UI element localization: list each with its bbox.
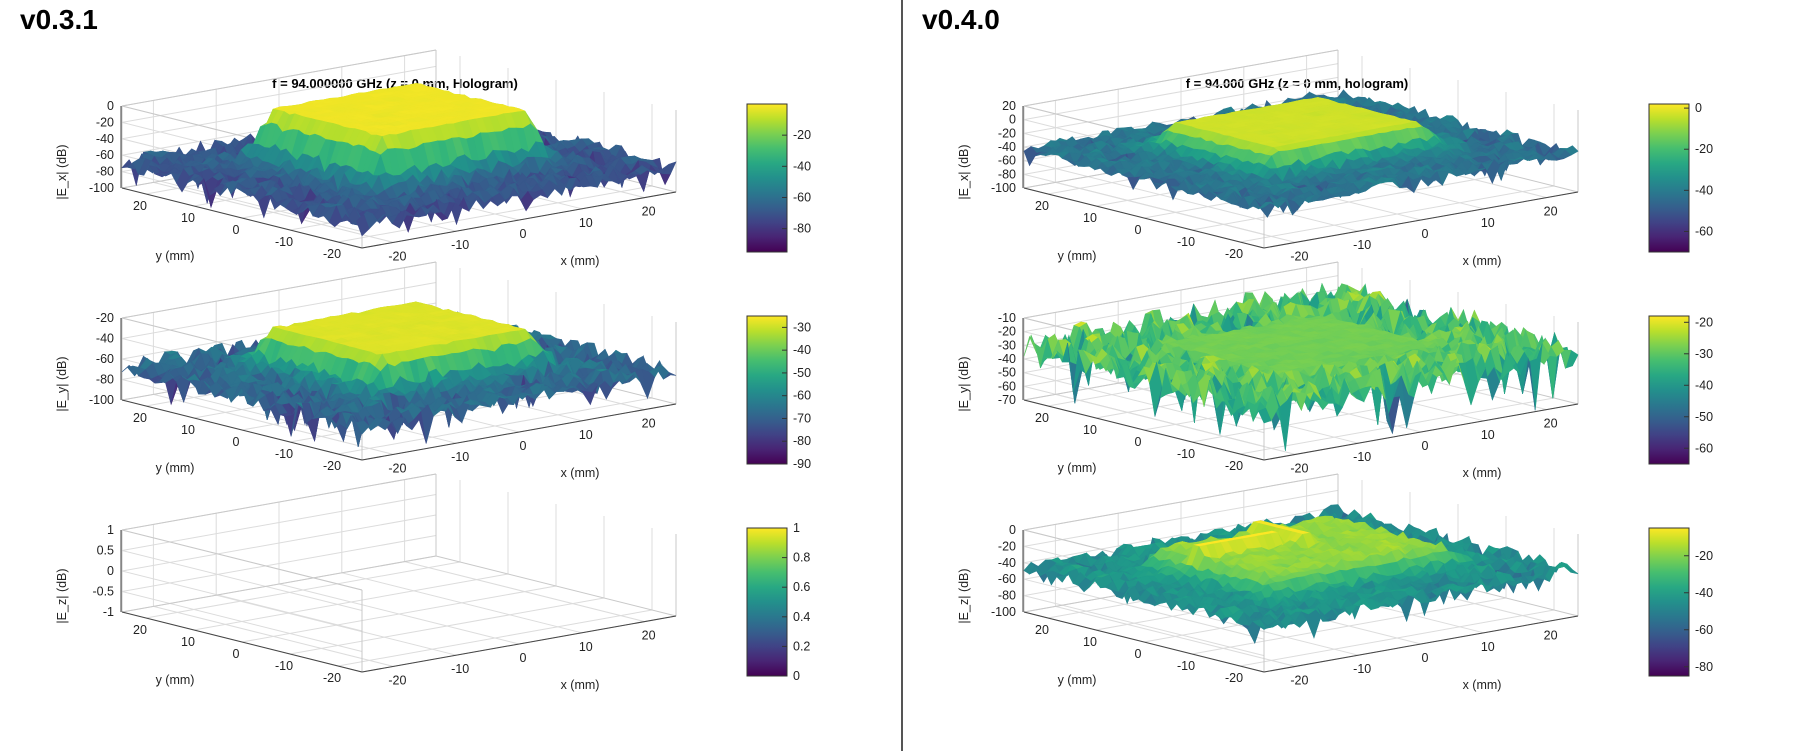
colorbar bbox=[746, 315, 788, 465]
z-tick-label: -100 bbox=[89, 393, 114, 407]
y-tick-label: -10 bbox=[275, 659, 293, 673]
x-tick-label: -20 bbox=[388, 249, 406, 263]
colorbar-tick-label: -20 bbox=[793, 128, 811, 142]
z-tick-label: -0.5 bbox=[92, 585, 114, 599]
figure-title-left: f = 94.000000 GHz (z = 0 mm, Hologram) bbox=[272, 76, 518, 91]
y-tick-label: -20 bbox=[323, 247, 341, 261]
colorbar-tick-label: -50 bbox=[793, 366, 811, 380]
z-tick-label: 0.5 bbox=[97, 544, 114, 558]
x-tick-label: -10 bbox=[451, 238, 469, 252]
z-tick-label: -80 bbox=[96, 165, 114, 179]
colorbar-tick-label: -90 bbox=[793, 457, 811, 471]
z-tick-label: -20 bbox=[96, 311, 114, 325]
colorbar-tick-label: -40 bbox=[793, 159, 811, 173]
y-axis-label: y (mm) bbox=[156, 249, 195, 263]
z-tick-label: 0 bbox=[107, 564, 114, 578]
z-tick-label: 1 bbox=[107, 523, 114, 537]
z-axis-label: |E_x| (dB) bbox=[55, 144, 69, 199]
y-tick-label: -10 bbox=[275, 447, 293, 461]
x-tick-label: -20 bbox=[388, 461, 406, 475]
colorbar-tick-label: -80 bbox=[793, 222, 811, 236]
figure-title-right: f = 94.000 GHz (z = 0 mm, hologram) bbox=[1185, 76, 1409, 91]
z-tick-label: -40 bbox=[96, 332, 114, 346]
z-tick-label: -1 bbox=[103, 605, 114, 619]
colorbar-tick-label: 0.2 bbox=[793, 639, 810, 653]
y-tick-label: 10 bbox=[181, 423, 195, 437]
y-tick-label: 10 bbox=[181, 211, 195, 225]
y-tick-label: 20 bbox=[133, 623, 147, 637]
y-tick-label: -20 bbox=[323, 459, 341, 473]
colorbar-tick-label: -70 bbox=[793, 411, 811, 425]
colorbar bbox=[746, 103, 788, 253]
x-tick-label: 0 bbox=[520, 227, 527, 241]
y-tick-label: 20 bbox=[133, 199, 147, 213]
x-axis-label: x (mm) bbox=[561, 466, 600, 480]
z-tick-label: 0 bbox=[107, 99, 114, 113]
y-tick-label: 0 bbox=[233, 435, 240, 449]
colorbar-tick-label: -60 bbox=[793, 190, 811, 204]
z-axis-label: |E_y| (dB) bbox=[55, 356, 69, 411]
colorbar-tick-label: -40 bbox=[793, 343, 811, 357]
x-tick-label: -10 bbox=[451, 450, 469, 464]
y-tick-label: 0 bbox=[233, 647, 240, 661]
x-tick-label: 10 bbox=[579, 640, 593, 654]
surface-mesh bbox=[1023, 89, 1579, 218]
x-tick-label: -20 bbox=[388, 673, 406, 687]
colorbar-tick-label: -80 bbox=[793, 434, 811, 448]
y-tick-label: -20 bbox=[323, 671, 341, 685]
grid-line bbox=[337, 609, 653, 667]
y-tick-label: 10 bbox=[181, 635, 195, 649]
z-tick-label: -60 bbox=[96, 148, 114, 162]
x-axis-label: x (mm) bbox=[561, 678, 600, 692]
y-tick-label: -10 bbox=[275, 235, 293, 249]
x-tick-label: 20 bbox=[642, 629, 656, 643]
version-label-right: v0.4.0 bbox=[922, 4, 1000, 35]
colorbar-tick-label: 0.6 bbox=[793, 580, 810, 594]
surface-mesh bbox=[121, 82, 677, 237]
x-tick-label: -10 bbox=[451, 662, 469, 676]
x-tick-label: 20 bbox=[642, 417, 656, 431]
y-tick-label: 0 bbox=[233, 223, 240, 237]
colorbar-tick-label: 1 bbox=[793, 521, 800, 535]
x-axis-label: x (mm) bbox=[561, 254, 600, 268]
axes-grid bbox=[121, 473, 677, 673]
y-axis-label: y (mm) bbox=[156, 673, 195, 687]
z-tick-label: -100 bbox=[89, 181, 114, 195]
z-tick-label: -60 bbox=[96, 352, 114, 366]
z-tick-label: -20 bbox=[96, 115, 114, 129]
panel-divider bbox=[901, 0, 903, 751]
y-tick-label: 20 bbox=[133, 411, 147, 425]
colorbar bbox=[746, 527, 788, 677]
colorbar-tick-label: 0 bbox=[793, 669, 800, 683]
colorbar-tick-label: -30 bbox=[793, 320, 811, 334]
z-tick-label: -80 bbox=[96, 373, 114, 387]
grid-line bbox=[337, 185, 653, 243]
z-axis-label: |E_z| (dB) bbox=[55, 568, 69, 623]
y-axis-line bbox=[121, 187, 363, 249]
y-axis-label: y (mm) bbox=[156, 461, 195, 475]
x-axis-line bbox=[361, 191, 677, 249]
version-label-left: v0.3.1 bbox=[20, 4, 98, 35]
colorbar-tick-label: 0.8 bbox=[793, 551, 810, 565]
x-tick-label: 20 bbox=[642, 205, 656, 219]
x-tick-label: 10 bbox=[579, 428, 593, 442]
x-tick-label: 0 bbox=[520, 439, 527, 453]
x-tick-label: 0 bbox=[520, 651, 527, 665]
colorbar-tick-label: 0.4 bbox=[793, 610, 810, 624]
surface-facet bbox=[176, 376, 190, 403]
x-tick-label: 10 bbox=[579, 216, 593, 230]
colorbar-tick-label: -60 bbox=[793, 389, 811, 403]
z-tick-label: -40 bbox=[96, 132, 114, 146]
